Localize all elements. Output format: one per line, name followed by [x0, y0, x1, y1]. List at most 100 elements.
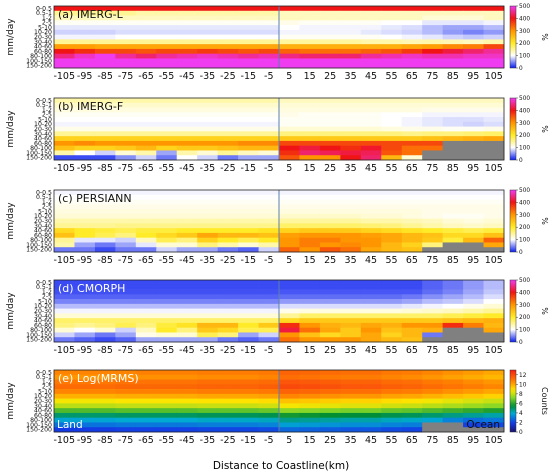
heatmap-cell — [319, 63, 341, 69]
heatmap-cell — [401, 318, 423, 324]
heatmap-cell — [156, 232, 178, 238]
heatmap-cell — [115, 44, 137, 50]
x-tick-label: -95 — [77, 435, 93, 446]
heatmap-cell — [54, 10, 75, 16]
heatmap-cell — [156, 117, 178, 123]
heatmap-cell — [381, 393, 403, 399]
heatmap-cell — [422, 15, 444, 21]
heatmap-cell — [279, 247, 300, 253]
x-tick-label: -75 — [118, 163, 134, 174]
heatmap-cell — [442, 408, 464, 414]
heatmap-cell — [135, 228, 157, 234]
heatmap-cell — [115, 247, 137, 253]
heatmap-cell — [381, 209, 403, 215]
heatmap-cell — [217, 20, 239, 26]
x-tick-label: 45 — [365, 345, 377, 356]
heatmap-cell — [176, 284, 198, 290]
heatmap-cell — [442, 223, 464, 229]
x-tick-label: -5 — [264, 345, 273, 356]
heatmap-cell — [176, 155, 198, 161]
heatmap-cell — [483, 155, 505, 161]
x-tick-label: -45 — [179, 435, 195, 446]
heatmap-cell — [360, 121, 382, 127]
heatmap-cell — [360, 10, 382, 16]
heatmap-cell — [422, 223, 444, 229]
heatmap-cell — [217, 25, 239, 31]
heatmap-cell — [74, 6, 96, 12]
y-tick-label: 100-150 — [26, 58, 52, 65]
heatmap-cell — [258, 126, 280, 132]
y-tick-label: 2-5 — [42, 112, 52, 119]
heatmap-cell — [463, 25, 484, 31]
heatmap-cell — [463, 412, 484, 418]
heatmap-cell — [340, 313, 362, 319]
heatmap-cell — [299, 393, 321, 399]
heatmap-cell — [319, 204, 341, 210]
y-tick-label: 10-20 — [34, 121, 52, 128]
heatmap-cell — [401, 48, 423, 54]
heatmap-cell — [422, 53, 444, 59]
y-tick-label: 150-200 — [26, 247, 52, 254]
heatmap-cell — [74, 53, 96, 59]
heatmap-cell — [238, 131, 259, 137]
x-tick-label: 55 — [385, 255, 397, 266]
colorbar-tick-label: 500 — [519, 96, 530, 102]
x-tick-label: 25 — [324, 163, 336, 174]
heatmap-cell — [299, 10, 321, 16]
heatmap-cell — [299, 403, 321, 409]
heatmap-cell — [360, 29, 382, 35]
heatmap-cell — [176, 327, 198, 333]
heatmap-cell — [279, 218, 300, 224]
heatmap-cell — [94, 322, 116, 328]
x-tick-label: 85 — [447, 163, 459, 174]
heatmap-cell — [463, 34, 484, 40]
heatmap-cell — [74, 155, 96, 161]
x-tick-label: 25 — [324, 71, 336, 82]
heatmap-cell — [217, 379, 239, 385]
heatmap-cell — [115, 58, 137, 64]
heatmap-cell — [463, 121, 484, 127]
heatmap-cell — [94, 332, 116, 338]
heatmap-cell — [94, 389, 116, 395]
x-tick-label: 65 — [406, 163, 418, 174]
heatmap-cell — [94, 145, 116, 151]
heatmap-cell — [156, 322, 178, 328]
heatmap-cell — [483, 194, 505, 200]
heatmap-cell — [360, 242, 382, 248]
heatmap-cell — [156, 34, 178, 40]
panel-frame — [53, 279, 505, 343]
heatmap-cell — [483, 126, 505, 132]
heatmap-cell — [74, 15, 96, 21]
heatmap-cell — [176, 63, 198, 69]
heatmap-cell — [238, 48, 259, 54]
heatmap-cell — [360, 112, 382, 118]
heatmap-cell — [135, 209, 157, 215]
heatmap-cell — [54, 63, 75, 69]
heatmap-cell — [197, 370, 219, 376]
heatmap-cell — [422, 280, 444, 286]
heatmap-cell — [360, 140, 382, 146]
heatmap-cell — [176, 427, 198, 433]
heatmap-cell — [401, 337, 423, 343]
heatmap-cell — [115, 327, 137, 333]
heatmap-cell — [340, 140, 362, 146]
heatmap-cell — [401, 303, 423, 309]
heatmap-cell — [176, 417, 198, 423]
annotation-land: Land — [57, 419, 83, 431]
heatmap-cell — [381, 155, 403, 161]
heatmap-cell — [115, 232, 137, 238]
heatmap-cell — [135, 284, 157, 290]
heatmap-cell — [176, 58, 198, 64]
heatmap-cell — [360, 247, 382, 253]
heatmap-cell — [360, 150, 382, 156]
heatmap-cell — [238, 398, 259, 404]
heatmap-cell — [422, 218, 444, 224]
heatmap-cell — [381, 384, 403, 390]
heatmap-cell — [483, 53, 505, 59]
x-tick-label: -95 — [77, 71, 93, 82]
heatmap-cell — [279, 417, 300, 423]
heatmap-cell — [340, 155, 362, 161]
x-tick-label: -105 — [53, 163, 75, 174]
heatmap-cell — [258, 280, 280, 286]
heatmap-cell — [422, 370, 444, 376]
